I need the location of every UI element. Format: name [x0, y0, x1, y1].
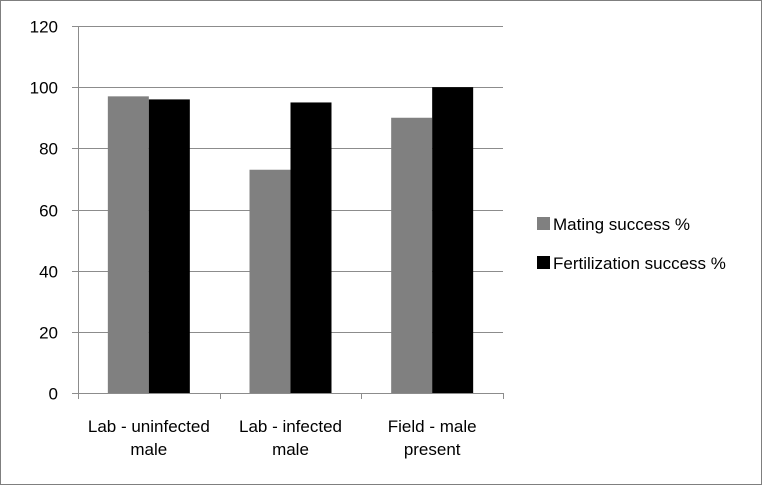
legend: Mating success % Fertilization success % — [537, 215, 726, 273]
legend-label-fertilization: Fertilization success % — [553, 254, 726, 273]
y-tick-label-20: 20 — [39, 324, 58, 343]
x-tick-label-1-line-0: Lab - infected — [239, 417, 342, 436]
legend-swatch-mating — [537, 217, 550, 230]
tick-labels: 0 20 40 60 80 100 120 Lab - uninfected male Lab -… — [30, 18, 477, 460]
bar-mating-1 — [249, 169, 291, 393]
bar-fertilization-2 — [432, 87, 474, 394]
bar-mating-2 — [391, 117, 433, 393]
y-tick-label-100: 100 — [30, 79, 58, 98]
legend-label-mating: Mating success % — [553, 215, 690, 234]
bar-mating-0 — [107, 96, 149, 393]
x-tick-label-0-line-1: male — [130, 440, 167, 459]
bars — [107, 87, 474, 394]
legend-swatch-fertilization — [537, 256, 550, 269]
bar-fertilization-0 — [148, 99, 190, 394]
x-tick-label-2-line-0: Field - male — [388, 417, 477, 436]
x-tick-label-0-line-0: Lab - uninfected — [88, 417, 210, 436]
y-tick-label-80: 80 — [39, 140, 58, 159]
y-tick-label-120: 120 — [30, 18, 58, 37]
y-tick-label-0: 0 — [49, 385, 58, 404]
y-tick-label-60: 60 — [39, 202, 58, 221]
x-tick-label-2-line-1: present — [404, 440, 461, 459]
x-tick-label-1-line-1: male — [272, 440, 309, 459]
axes — [72, 26, 504, 399]
bar-fertilization-1 — [290, 102, 332, 393]
y-tick-label-40: 40 — [39, 263, 58, 282]
